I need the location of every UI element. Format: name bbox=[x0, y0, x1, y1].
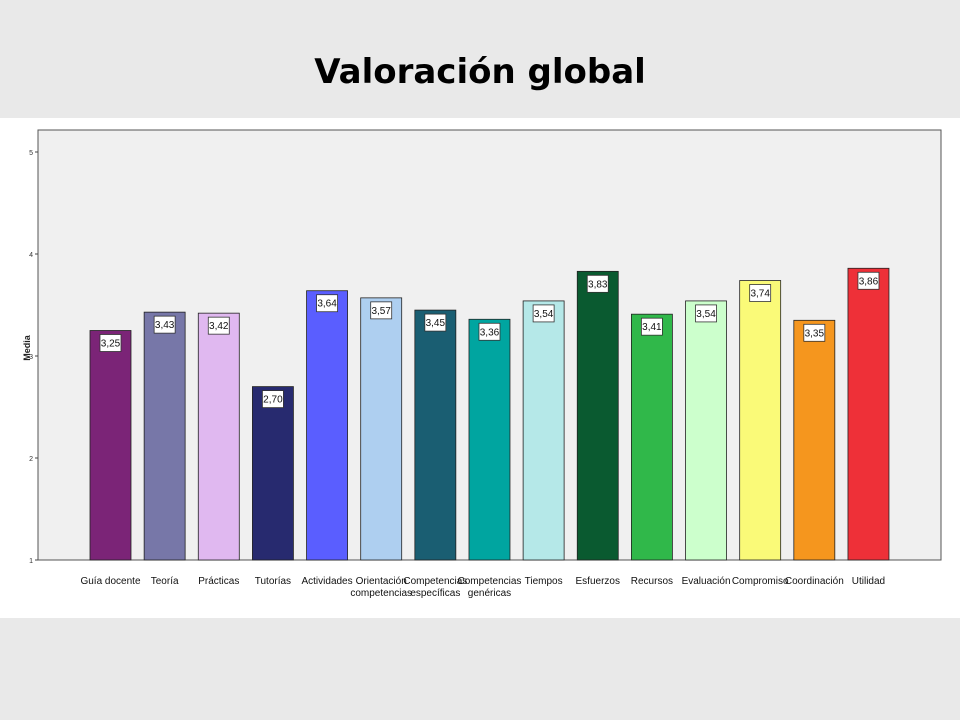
y-axis-label: Media bbox=[22, 334, 32, 361]
y-tick-label: 5 bbox=[29, 150, 33, 157]
data-label: 3,43 bbox=[155, 320, 175, 331]
y-tick-label: 3 bbox=[29, 354, 33, 361]
data-label-box bbox=[749, 284, 772, 302]
bar bbox=[685, 300, 727, 561]
bar bbox=[576, 270, 619, 561]
x-tick-label: Teoría bbox=[151, 576, 179, 587]
bar bbox=[793, 319, 836, 561]
bar bbox=[360, 297, 403, 561]
bar bbox=[631, 313, 673, 561]
bar bbox=[89, 330, 132, 561]
y-axis: 1 2 3 4 5 bbox=[29, 150, 38, 565]
x-tick-label: Competencias bbox=[403, 576, 467, 587]
data-label: 3,35 bbox=[805, 328, 825, 339]
data-label: 3,64 bbox=[317, 299, 337, 310]
bars: 3,25 3,43 3,42 2,70 3,64 3,57 3,45 3,36 3,54 3,83… bbox=[89, 267, 890, 561]
data-label-box bbox=[586, 274, 609, 293]
bar bbox=[197, 312, 240, 561]
data-label: 3,36 bbox=[480, 327, 500, 338]
bar bbox=[306, 290, 348, 561]
x-axis-labels: Guía docente Teoría Prácticas Tutorías Activ… bbox=[80, 576, 885, 599]
x-tick-label: genéricas bbox=[468, 588, 511, 599]
data-label: 3,57 bbox=[371, 306, 391, 317]
data-label-box bbox=[99, 334, 122, 352]
bar bbox=[522, 300, 565, 561]
x-tick-label: Compromiso bbox=[732, 576, 789, 587]
data-label: 3,54 bbox=[696, 309, 716, 320]
x-tick-label: específicas bbox=[410, 588, 460, 599]
x-tick-label: competencias bbox=[350, 588, 412, 599]
y-tick-label: 1 bbox=[29, 558, 33, 565]
data-label-box bbox=[153, 315, 176, 334]
data-label: 3,83 bbox=[588, 279, 608, 290]
x-tick-label: Recursos bbox=[631, 576, 673, 587]
x-tick-label: Tutorías bbox=[255, 576, 291, 587]
data-label-box bbox=[695, 304, 717, 323]
x-tick-label: Tiempos bbox=[525, 576, 563, 587]
bar-chart: Media 1 2 3 4 5 3,25 3,43 3,42 2,70 3,64 3,57 3,45… bbox=[22, 129, 942, 599]
data-label: 3,54 bbox=[534, 309, 554, 320]
bar bbox=[847, 267, 890, 561]
x-tick-label: Guía docente bbox=[80, 576, 140, 587]
data-label: 3,45 bbox=[426, 318, 446, 329]
x-tick-label: Competencias bbox=[458, 576, 522, 587]
data-label-box bbox=[207, 316, 230, 335]
x-tick-label: Prácticas bbox=[198, 576, 239, 587]
data-label-box bbox=[370, 301, 393, 320]
data-label-box bbox=[857, 271, 880, 290]
data-label-box bbox=[262, 390, 284, 409]
data-label-box bbox=[316, 294, 338, 313]
data-label-box bbox=[478, 322, 501, 341]
y-tick-label: 4 bbox=[29, 252, 33, 259]
chart-panel: Media 1 2 3 4 5 3,25 3,43 3,42 2,70 3,64 3,57 3,45… bbox=[0, 118, 960, 618]
data-label: 3,42 bbox=[209, 321, 229, 332]
data-label: 3,86 bbox=[859, 276, 879, 287]
bar bbox=[414, 309, 457, 561]
y-tick-label: 2 bbox=[29, 456, 33, 463]
data-label-box bbox=[424, 313, 447, 332]
data-label: 3,25 bbox=[101, 339, 121, 350]
x-tick-label: Esfuerzos bbox=[576, 576, 620, 587]
data-label: 2,70 bbox=[263, 395, 283, 406]
x-tick-label: Actividades bbox=[301, 576, 352, 587]
data-label: 3,41 bbox=[642, 322, 662, 333]
bar bbox=[468, 318, 511, 561]
data-label-box bbox=[641, 317, 663, 336]
page-title: Valoración global bbox=[314, 52, 646, 92]
bar bbox=[252, 386, 294, 561]
data-label-box bbox=[803, 323, 826, 342]
x-tick-label: Coordinación bbox=[785, 576, 844, 587]
x-tick-label: Utilidad bbox=[852, 576, 885, 587]
x-tick-label: Orientación bbox=[356, 576, 407, 587]
x-tick-label: Evaluación bbox=[682, 576, 731, 587]
bar bbox=[739, 280, 782, 561]
data-label-box bbox=[532, 304, 555, 323]
bar bbox=[143, 311, 186, 561]
data-label: 3,74 bbox=[750, 289, 770, 300]
